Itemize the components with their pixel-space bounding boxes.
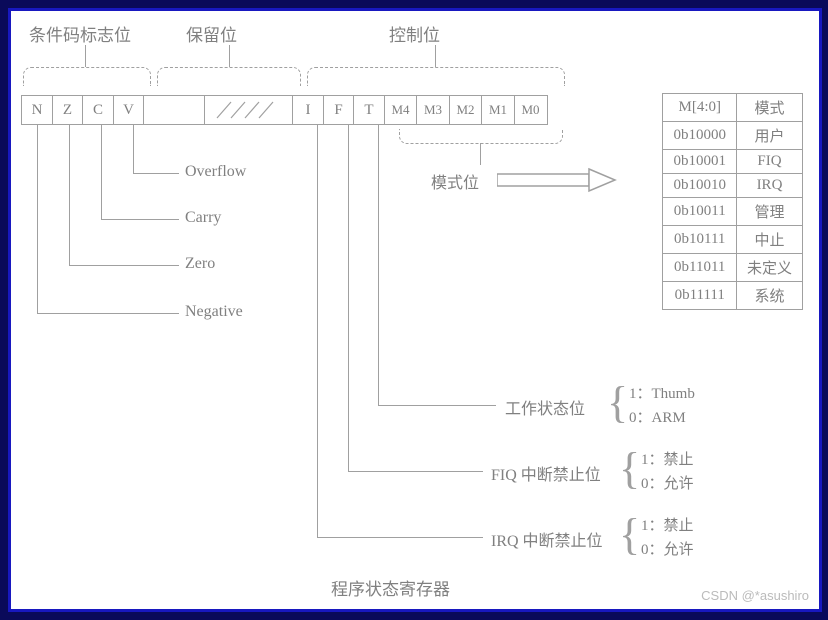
group-label-control: 控制位: [389, 21, 440, 46]
mode-row: 0b10000用户: [663, 122, 803, 150]
bit-z: Z: [52, 95, 84, 125]
bit-c: C: [82, 95, 114, 125]
bit-n: N: [21, 95, 53, 125]
bit-f: F: [323, 95, 355, 125]
mode-bits-label: 模式位: [431, 169, 479, 193]
label-t-bit: 工作状态位: [505, 395, 585, 419]
brace-t: {: [607, 381, 628, 425]
i-value-0: 0：允许: [641, 539, 694, 561]
group-label-reserved: 保留位: [186, 21, 237, 46]
brace-mode-bits: [399, 129, 563, 144]
brace-f: {: [619, 447, 640, 491]
bit-m2: M2: [449, 95, 483, 125]
label-f-bit: FIQ 中断禁止位: [491, 461, 601, 485]
brace-reserved: [157, 67, 301, 86]
mode-header-row: M[4:0] 模式: [663, 94, 803, 122]
mode-table: M[4:0] 模式 0b10000用户 0b10001FIQ 0b10010IR…: [662, 93, 803, 310]
label-zero: Zero: [185, 255, 215, 273]
mode-row: 0b11111系统: [663, 282, 803, 310]
bit-t: T: [353, 95, 385, 125]
brace-control: [307, 67, 565, 86]
watermark: CSDN @*asushiro: [701, 588, 809, 603]
i-value-1: 1：禁止: [641, 515, 694, 537]
bit-v: V: [113, 95, 145, 125]
mode-row: 0b10111中止: [663, 226, 803, 254]
bit-m0: M0: [514, 95, 548, 125]
t-value-0: 0：ARM: [629, 407, 686, 429]
register-row: N Z C V I F T M4 M3 M2: [21, 95, 548, 125]
mode-row: 0b10011管理: [663, 198, 803, 226]
bit-m3: M3: [416, 95, 450, 125]
f-value-0: 0：允许: [641, 473, 694, 495]
bit-m4: M4: [384, 95, 418, 125]
t-value-1: 1：Thumb: [629, 383, 695, 405]
arrow-to-table: [497, 167, 617, 193]
bit-reserved-b: [204, 95, 294, 125]
caption: 程序状态寄存器: [331, 575, 450, 600]
group-label-cond: 条件码标志位: [29, 21, 131, 46]
bit-i: I: [292, 95, 324, 125]
label-carry: Carry: [185, 209, 221, 227]
mode-header-name: 模式: [736, 94, 802, 122]
mode-header-bits: M[4:0]: [663, 94, 737, 122]
bit-reserved-a: [143, 95, 205, 125]
f-value-1: 1：禁止: [641, 449, 694, 471]
mode-row: 0b11011未定义: [663, 254, 803, 282]
label-negative: Negative: [185, 303, 243, 321]
mode-row: 0b10010IRQ: [663, 174, 803, 198]
bit-m1: M1: [481, 95, 515, 125]
mode-row: 0b10001FIQ: [663, 150, 803, 174]
label-overflow: Overflow: [185, 163, 246, 181]
brace-cond: [23, 67, 151, 86]
label-i-bit: IRQ 中断禁止位: [491, 527, 603, 551]
brace-i: {: [619, 513, 640, 557]
